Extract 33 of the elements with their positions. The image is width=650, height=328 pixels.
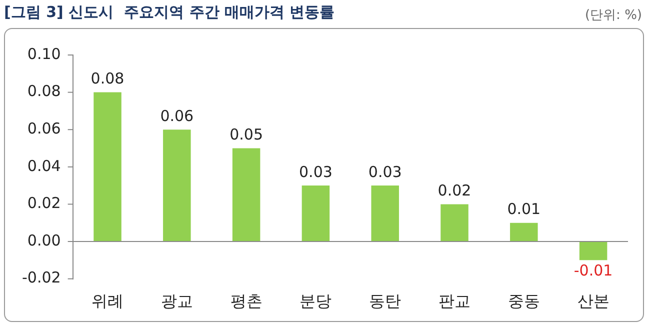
y-tick-label: 0.06 — [27, 119, 61, 138]
y-tick-label: 0.02 — [27, 194, 61, 212]
y-tick-label: 0.00 — [27, 231, 61, 250]
x-tick-label: 산본 — [577, 292, 610, 311]
text: (단위: %) — [584, 7, 642, 24]
chart-title: [그림 3] 신도시 주요지역 주간 매매가격 변동률 — [4, 3, 335, 22]
data-label: 0.06 — [160, 106, 194, 125]
x-tick-label: 중동 — [508, 292, 540, 311]
bar — [510, 222, 538, 242]
bar — [579, 242, 608, 260]
x-tick-label: 위례 — [92, 292, 124, 311]
data-label: 0.08 — [90, 70, 124, 88]
x-tick-label: 광교 — [160, 292, 193, 311]
data-label: 0.05 — [230, 126, 264, 144]
data-label: 0.01 — [507, 200, 541, 218]
y-tick-label: 0.10 — [27, 44, 61, 63]
x-tick-label: 판교 — [438, 292, 471, 311]
bar — [94, 92, 122, 242]
data-label: 0.03 — [299, 162, 332, 181]
data-label: -0.01 — [574, 262, 613, 280]
data-label: 0.03 — [368, 162, 402, 181]
bar — [163, 130, 191, 242]
bar — [302, 186, 330, 242]
x-tick-label: 평촌 — [230, 292, 262, 311]
data-label: 0.02 — [438, 182, 472, 200]
x-tick-label: 동탄 — [369, 292, 402, 311]
y-tick-label: -0.02 — [22, 268, 61, 287]
x-tick-label: 분당 — [300, 292, 332, 311]
y-tick-label: 0.08 — [27, 82, 61, 100]
bar — [371, 186, 399, 242]
y-tick-label: 0.04 — [27, 156, 61, 175]
bar — [440, 204, 468, 242]
bar — [232, 148, 260, 242]
